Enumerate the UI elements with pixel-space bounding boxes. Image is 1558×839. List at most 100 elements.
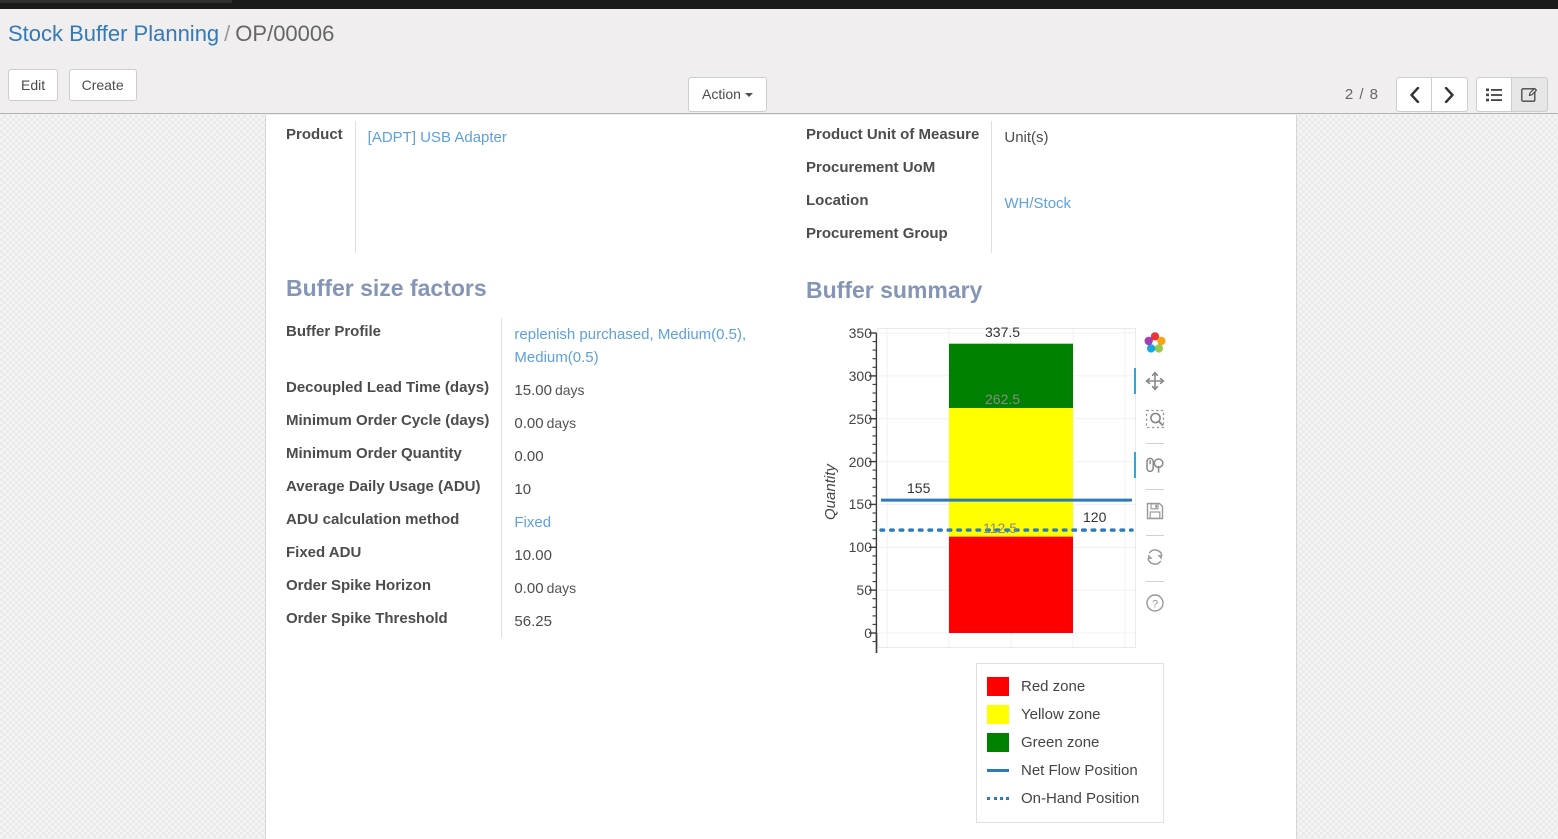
form-view-button[interactable]: [1512, 77, 1548, 112]
ytick-300: 300: [848, 368, 872, 384]
breadcrumb-parent-link[interactable]: Stock Buffer Planning: [8, 21, 220, 46]
procurement-fields: Product Unit of Measure Unit(s) Procurem…: [806, 121, 1286, 253]
field-label-adu-calculation-method: ADU calculation method: [286, 506, 503, 539]
field-value-minimum-order-quantity: 0.00: [514, 448, 544, 465]
help-tool-icon[interactable]: ?: [1140, 588, 1170, 618]
pan-tool-icon[interactable]: [1134, 366, 1170, 396]
field-value-fixed-adu: 10.00: [514, 547, 552, 564]
edit-button[interactable]: Edit: [8, 69, 59, 101]
buffer-profile-link[interactable]: replenish purchased, Medium(0.5), Medium…: [514, 326, 747, 366]
annotation-top-of-bar: 337.5: [985, 324, 1021, 340]
svg-text:?: ?: [1152, 598, 1158, 610]
bar-red-zone: [949, 536, 1073, 633]
minimum-order-cycle-value: 0.00: [514, 415, 544, 432]
field-value-product-uom: Unit(s): [1004, 129, 1049, 146]
field-label-average-daily-usage: Average Daily Usage (ADU): [286, 473, 503, 506]
legend-label-green-zone: Green zone: [1021, 733, 1100, 751]
chevron-right-icon: [1444, 86, 1454, 103]
decoupled-lead-time-unit: days: [554, 382, 585, 398]
breadcrumb-separator: /: [224, 21, 231, 46]
legend-item-red-zone[interactable]: Red zone: [987, 672, 1153, 700]
field-value-buffer-profile[interactable]: replenish purchased, Medium(0.5), Medium…: [502, 318, 786, 374]
field-label-location: Location: [806, 187, 993, 220]
buffer-size-factors-section: Buffer size factors Buffer Profile reple…: [286, 275, 786, 638]
reset-tool-icon[interactable]: [1140, 542, 1170, 572]
chart-plot-area[interactable]: 337.5 262.5 112.5 155 120: [877, 324, 1136, 648]
pager-next-button[interactable]: [1432, 77, 1468, 112]
field-value-procurement-uom[interactable]: [992, 154, 1286, 187]
list-view-button[interactable]: [1476, 77, 1512, 112]
box-zoom-tool-icon[interactable]: [1140, 404, 1170, 434]
top-navbar: [0, 0, 1558, 9]
annotation-green-base: 262.5: [985, 391, 1021, 407]
control-panel: Stock Buffer Planning / OP/00006 Edit Crea…: [0, 9, 1558, 114]
ytick-350: 350: [848, 325, 872, 341]
legend-label-red-zone: Red zone: [1021, 677, 1086, 695]
ytick-0: 0: [864, 625, 872, 641]
pager-counter: 2 / 8: [1344, 86, 1379, 103]
order-spike-horizon-unit: days: [546, 580, 577, 596]
pan-tool-glyph: [1145, 371, 1165, 391]
order-spike-horizon-value: 0.00: [514, 580, 544, 597]
field-value-order-spike-horizon: 0.00 days: [502, 572, 786, 605]
chart-y-axis-line: [869, 332, 878, 643]
ytick-150: 150: [848, 496, 872, 512]
field-value-spacer-3: [356, 220, 786, 253]
ytick-100: 100: [848, 539, 872, 555]
field-value-procurement-group[interactable]: [992, 220, 1286, 253]
wheel-zoom-tool-glyph: [1146, 457, 1164, 473]
save-tool-icon[interactable]: [1140, 496, 1170, 526]
field-label-procurement-uom: Procurement UoM: [806, 154, 993, 187]
field-label-spacer-1: [286, 154, 356, 187]
action-dropdown-button[interactable]: Action: [688, 77, 767, 112]
chart-svg: [877, 328, 1136, 648]
bokeh-logo-icon: [1140, 328, 1170, 358]
chart-x-axis: [875, 633, 878, 653]
help-tool-glyph: ?: [1146, 594, 1164, 612]
caret-down-icon: [744, 93, 753, 98]
legend-label-on-hand-position: On-Hand Position: [1021, 789, 1140, 807]
pager-nav-group: [1396, 77, 1468, 112]
legend-marker-on-hand-position: [987, 796, 1009, 800]
field-value-decoupled-lead-time: 15.00 days: [502, 374, 786, 407]
buffer-summary-chart: Quantity 350 300 250 200 150 100 50 0: [806, 320, 1276, 823]
form-group-left: Product [ADPT] USB Adapter: [286, 121, 786, 253]
chart-y-axis-ticks: 350 300 250 200 150 100 50 0: [828, 320, 872, 650]
field-value-product[interactable]: [ADPT] USB Adapter: [367, 129, 507, 146]
ytick-250: 250: [848, 411, 872, 427]
legend-item-on-hand-position[interactable]: On-Hand Position: [987, 784, 1153, 812]
form-view-icon: [1521, 87, 1537, 102]
toolbar-divider-4: [1146, 581, 1164, 582]
record-buttons: Edit Create: [8, 69, 143, 101]
field-value-location[interactable]: WH/Stock: [1004, 195, 1072, 212]
field-value-order-spike-threshold: 56.25: [514, 613, 552, 630]
legend-item-yellow-zone[interactable]: Yellow zone: [987, 700, 1153, 728]
breadcrumb: Stock Buffer Planning / OP/00006: [8, 21, 334, 47]
toolbar-divider-3: [1146, 535, 1164, 536]
action-dropdown-label: Action: [702, 86, 741, 102]
wheel-zoom-active-indicator: [1134, 452, 1136, 478]
legend-item-green-zone[interactable]: Green zone: [987, 728, 1153, 756]
legend-swatch-green-zone: [987, 732, 1009, 752]
bar-green-zone: [949, 343, 1073, 408]
legend-swatch-red-zone: [987, 676, 1009, 696]
field-label-order-spike-threshold: Order Spike Threshold: [286, 605, 503, 638]
wheel-zoom-tool-icon[interactable]: [1134, 450, 1170, 480]
buffer-size-factors-title: Buffer size factors: [286, 275, 487, 301]
field-label-spacer-2: [286, 187, 356, 220]
ytick-200: 200: [848, 454, 872, 470]
create-button[interactable]: Create: [68, 69, 137, 101]
buffer-summary-section: Buffer summary Quantity 350 300 250 200 …: [806, 277, 1276, 823]
field-value-adu-calculation-method[interactable]: Fixed: [514, 514, 552, 531]
field-label-fixed-adu: Fixed ADU: [286, 539, 503, 572]
annotation-net-flow-value: 155: [907, 480, 931, 496]
minimum-order-cycle-unit: days: [546, 415, 577, 431]
pager-previous-button[interactable]: [1396, 77, 1432, 112]
field-value-spacer-1: [356, 154, 786, 187]
chart-toolbar: ?: [1134, 328, 1170, 626]
legend-item-net-flow-position[interactable]: Net Flow Position: [987, 756, 1153, 784]
action-menu: Action: [688, 77, 767, 112]
save-tool-glyph: [1146, 502, 1164, 520]
chart-frame-border: [877, 328, 1136, 648]
field-label-decoupled-lead-time: Decoupled Lead Time (days): [286, 374, 503, 407]
